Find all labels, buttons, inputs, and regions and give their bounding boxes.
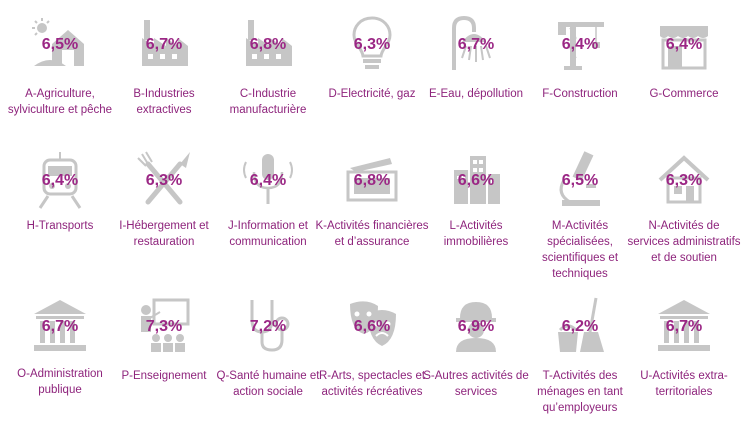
sector-value: 6,3% [353,36,391,53]
lightbulb-icon [342,14,402,74]
house-icon [654,150,714,210]
sector-label: N-Activités de services administratifs e… [627,220,741,264]
farm-icon [30,14,90,74]
sector-label: C-Industrie manufacturière [229,88,307,116]
sector-label: P-Enseignement [121,370,207,382]
sector-value: 7,2% [249,318,287,335]
sector-value: 6,4% [249,172,287,189]
institution-icon [30,296,90,356]
sector-label: B-Industries extractives [133,88,195,116]
sector-label: M-Activités spécialisées, scientifiques … [541,220,619,280]
sector-value: 6,4% [561,36,599,53]
train-icon [30,150,90,210]
sector-label: J-Information et communication [228,220,308,248]
sector-label: U-Activités extra-territoriales [640,370,728,398]
sector-value: 6,6% [353,318,391,335]
sector-label: L-Activités immobilières [443,220,509,248]
sector-value: 6,7% [145,36,183,53]
factory-icon [238,14,298,74]
stethoscope-icon [238,296,298,356]
worker-helmet-icon [446,296,506,356]
sector-label: T-Activités des ménages en tant qu’emplo… [537,370,623,414]
factory-icon [134,14,194,74]
sector-value: 6,8% [249,36,287,53]
sector-value: 6,7% [457,36,495,53]
sector-value: 6,3% [145,172,183,189]
sector-value: 6,7% [665,318,703,335]
teacher-icon [134,296,194,356]
sector-label: R-Arts, spectacles et activités récréati… [318,370,426,398]
sector-label: F-Construction [542,88,618,100]
shower-icon [446,14,506,74]
sector-value: 6,4% [41,172,79,189]
fork-knife-icon [134,150,194,210]
sector-value: 6,3% [665,172,703,189]
sector-label: O-Administration publique [17,368,103,396]
sector-value: 6,8% [353,172,391,189]
sector-value: 7,3% [145,318,183,335]
sector-label: A-Agriculture, sylviculture et pêche [7,88,113,116]
banknote-icon [342,150,402,210]
sector-value: 6,7% [41,318,79,335]
microphone-icon [238,150,298,210]
sector-label: S-Autres activités de services [423,370,529,398]
sector-label: G-Commerce [649,88,719,100]
sector-label: E-Eau, dépollution [429,88,523,100]
sector-value: 6,5% [41,36,79,53]
sector-label: Q-Santé humaine et action sociale [216,370,320,398]
sector-label: H-Transports [26,220,94,232]
buildings-icon [446,150,506,210]
sector-label: D-Electricité, gaz [328,88,416,100]
sector-value: 6,9% [457,318,495,335]
shop-icon [654,14,714,74]
sector-value: 6,2% [561,318,599,335]
theater-masks-icon [342,296,402,356]
sector-value: 6,4% [665,36,703,53]
sector-value: 6,6% [457,172,495,189]
microscope-icon [550,150,610,210]
crane-icon [550,14,610,74]
sector-label: K-Activités financières et d’assurance [315,220,429,248]
sector-value: 6,5% [561,172,599,189]
institution-icon [654,296,714,356]
sector-label: I-Hébergement et restauration [119,220,209,248]
cleaning-icon [550,296,610,356]
